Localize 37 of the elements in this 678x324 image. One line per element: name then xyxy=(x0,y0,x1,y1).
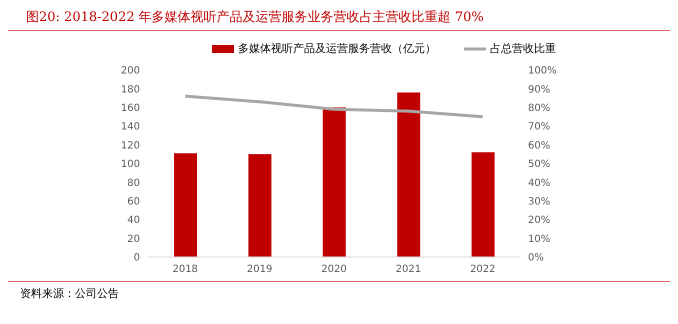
legend-label: 多媒体视听产品及运营服务营收（亿元） xyxy=(238,41,436,56)
y2-tick-label: 20% xyxy=(528,215,550,226)
y2-tick-label: 50% xyxy=(528,159,550,170)
x-tick-label: 2018 xyxy=(172,264,198,276)
y2-tick-label: 30% xyxy=(528,196,550,208)
y2-tick-label: 0% xyxy=(528,252,544,264)
legend-label: 占总营收比重 xyxy=(490,41,556,56)
line-series xyxy=(184,94,484,118)
y-tick-label: 40 xyxy=(127,215,140,226)
bar xyxy=(397,92,420,257)
y-tick-label: 80 xyxy=(127,178,140,189)
chart-title: 图20: 2018-2022 年多媒体视听产品及运营服务业务营收占主营收比重超 70% xyxy=(8,8,670,31)
bar xyxy=(472,152,495,257)
y-tick-label: 120 xyxy=(120,140,140,152)
x-tick-label: 2021 xyxy=(396,264,422,276)
x-tick-label: 2022 xyxy=(470,264,496,276)
y-tick-label: 160 xyxy=(120,102,140,114)
y2-tick-label: 70% xyxy=(528,122,550,133)
bar xyxy=(322,107,346,257)
x-tick-label: 2020 xyxy=(321,264,347,276)
y-tick-label: 200 xyxy=(120,66,140,77)
y-tick-label: 0 xyxy=(134,252,140,264)
y2-tick-label: 90% xyxy=(528,84,550,96)
y-tick-label: 20 xyxy=(127,234,140,245)
y-tick-label: 140 xyxy=(120,122,140,133)
text: 资料来源：公司公告 xyxy=(20,286,120,301)
bar xyxy=(174,153,197,257)
y2-tick-label: 80% xyxy=(528,102,550,114)
bar xyxy=(248,154,272,257)
y-tick-label: 60 xyxy=(127,196,140,208)
y2-tick-label: 60% xyxy=(528,140,550,152)
y2-tick-label: 40% xyxy=(528,178,550,189)
y2-tick-label: 100% xyxy=(528,66,557,77)
y-tick-label: 180 xyxy=(120,84,140,96)
y2-tick-label: 10% xyxy=(528,234,550,245)
y-tick-label: 100 xyxy=(120,159,140,170)
x-tick-label: 2019 xyxy=(246,264,272,276)
